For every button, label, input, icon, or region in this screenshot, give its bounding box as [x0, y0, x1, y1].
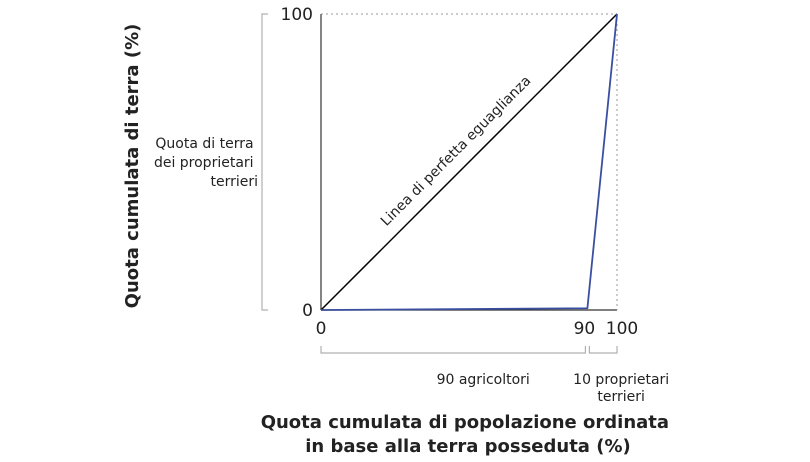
x-brackets: 90 agricoltori 10 proprietari terrieri [320, 346, 669, 405]
x-bracket-label: 90 agricoltori [437, 372, 530, 388]
y-tick-label: 100 [281, 5, 313, 25]
y-bracket-label: Quota di terra dei proprietari terrieri [154, 136, 258, 190]
x-bracket-label-line: terrieri [597, 389, 645, 405]
x-bracket-label-line: 10 proprietari [573, 372, 669, 388]
y-axis-title: Quota cumulata di terra (%) [122, 24, 143, 309]
x-tick-label: 90 [574, 319, 596, 339]
x-axis-title-line: Quota cumulata di popolazione ordinata [261, 412, 669, 433]
x-axis-title: Quota cumulata di popolazione ordinata i… [261, 412, 676, 457]
equality-line [320, 13, 618, 311]
x-axis-title-line: in base alla terra posseduta (%) [305, 436, 630, 457]
y-bracket-label-line: Quota di terra [155, 136, 253, 152]
y-tick-label: 0 [302, 301, 313, 321]
y-bracket [261, 13, 268, 311]
x-bracket [320, 346, 586, 354]
lorenz-curve [320, 13, 618, 311]
series-group: Linea di perfetta eguaglianza [320, 13, 618, 311]
y-bracket-label-line: dei proprietari [154, 155, 254, 171]
equality-line-label: Linea di perfetta eguaglianza [378, 73, 534, 229]
x-bracket-label-line: 90 agricoltori [437, 372, 530, 388]
y-bracket-label-line: terrieri [210, 174, 258, 190]
x-tick-label: 0 [316, 319, 327, 339]
tick-labels: 0 90 100 0 100 [281, 5, 639, 339]
x-tick-label: 100 [606, 319, 638, 339]
x-bracket [588, 346, 618, 354]
x-bracket-label: 10 proprietari terrieri [573, 372, 669, 405]
